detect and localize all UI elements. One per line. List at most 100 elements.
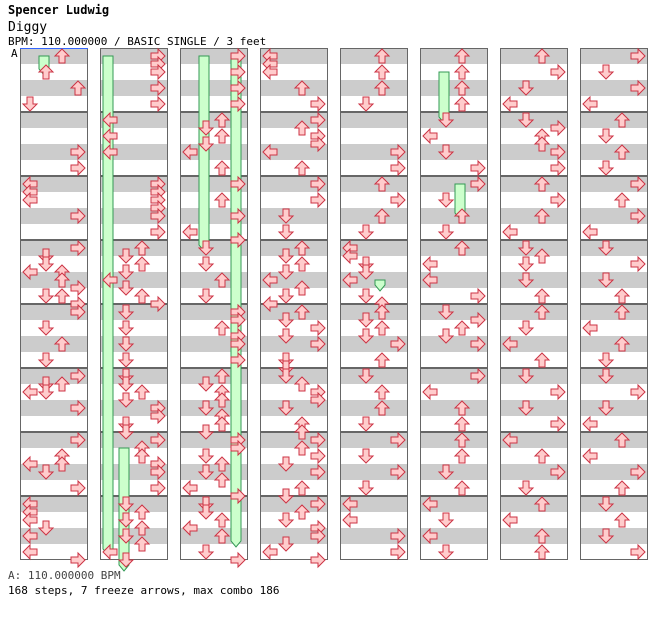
beat-band — [500, 528, 568, 544]
step-arrow-u — [373, 176, 391, 192]
step-arrow-d — [37, 352, 55, 368]
measure-frame — [180, 176, 248, 240]
measure-frame — [420, 240, 488, 304]
step-arrow-d — [197, 504, 215, 520]
step-arrow-d — [437, 544, 455, 560]
measure-frame — [340, 112, 408, 176]
step-arrow-r — [70, 239, 86, 257]
step-arrow-d — [437, 464, 455, 480]
step-arrow-d — [277, 264, 295, 280]
step-arrow-d — [277, 536, 295, 552]
beat-band — [420, 336, 488, 352]
step-arrow-u — [613, 192, 631, 208]
step-arrow-l — [422, 127, 438, 145]
step-arrow-l — [102, 127, 118, 145]
beat-band — [580, 336, 648, 352]
beat-band — [420, 80, 488, 96]
step-arrow-l — [262, 63, 278, 81]
step-arrow-d — [197, 288, 215, 304]
step-arrow-l — [342, 495, 358, 513]
beat-band — [20, 336, 88, 352]
beat-band — [260, 432, 328, 448]
step-arrow-r — [70, 207, 86, 225]
step-arrow-l — [22, 511, 38, 529]
step-arrow-l — [582, 319, 598, 337]
step-arrow-d — [117, 424, 135, 440]
step-arrow-d — [117, 280, 135, 296]
beat-band — [20, 208, 88, 224]
step-arrow-d — [437, 328, 455, 344]
step-arrow-r — [470, 175, 486, 193]
beat-band — [500, 400, 568, 416]
beat-band — [500, 48, 568, 64]
step-arrow-u — [373, 320, 391, 336]
beat-band — [340, 400, 408, 416]
measure-frame — [20, 304, 88, 368]
beat-band — [420, 400, 488, 416]
beat-band — [20, 528, 88, 544]
step-arrow-r — [470, 287, 486, 305]
step-arrow-d — [197, 136, 215, 152]
step-arrow-d — [277, 456, 295, 472]
measure-frame — [180, 496, 248, 560]
measure-frame — [500, 112, 568, 176]
measure-frame — [420, 432, 488, 496]
step-arrow-l — [502, 511, 518, 529]
measure-frame — [580, 240, 648, 304]
measure-frame — [180, 432, 248, 496]
beat-band — [420, 304, 488, 320]
measure-frame — [100, 304, 168, 368]
step-arrow-d — [597, 64, 615, 80]
bpm-marker-label: A — [11, 47, 18, 60]
step-arrow-r — [550, 415, 566, 433]
step-arrow-d — [277, 208, 295, 224]
step-arrow-u — [213, 128, 231, 144]
step-arrow-l — [22, 455, 38, 473]
step-arrow-d — [197, 464, 215, 480]
step-arrow-r — [390, 463, 406, 481]
beat-band — [340, 144, 408, 160]
bpm-footer: A: 110.000000 BPM — [8, 569, 121, 582]
beat-band — [100, 176, 168, 192]
step-arrow-r — [310, 463, 326, 481]
beat-band — [20, 304, 88, 320]
step-arrow-d — [197, 424, 215, 440]
step-arrow-u — [213, 512, 231, 528]
beat-band — [20, 400, 88, 416]
measure-frame — [20, 240, 88, 304]
step-arrow-u — [293, 160, 311, 176]
step-arrow-d — [437, 304, 455, 320]
step-arrow-d — [597, 128, 615, 144]
step-arrow-l — [102, 271, 118, 289]
step-arrow-r — [310, 191, 326, 209]
beat-band — [420, 48, 488, 64]
step-arrow-d — [117, 528, 135, 544]
step-arrow-r — [310, 335, 326, 353]
step-arrow-r — [150, 223, 166, 241]
step-arrow-r — [390, 335, 406, 353]
beat-band — [260, 80, 328, 96]
beat-band — [580, 208, 648, 224]
beat-band — [100, 368, 168, 384]
measure-frame — [20, 496, 88, 560]
beat-band — [420, 208, 488, 224]
measure-frame — [580, 112, 648, 176]
measure-frame — [20, 112, 88, 176]
measure-frame — [20, 368, 88, 432]
step-arrow-u — [293, 304, 311, 320]
step-arrow-r — [230, 351, 246, 369]
step-arrow-d — [117, 392, 135, 408]
step-arrow-r — [310, 95, 326, 113]
beat-band — [340, 208, 408, 224]
step-arrow-r — [390, 431, 406, 449]
step-arrow-l — [342, 247, 358, 265]
step-arrow-u — [293, 240, 311, 256]
measure-frame — [500, 176, 568, 240]
beat-band — [340, 240, 408, 256]
step-arrow-d — [37, 464, 55, 480]
step-arrow-l — [262, 543, 278, 561]
beat-band — [580, 464, 648, 480]
step-arrow-r — [550, 463, 566, 481]
step-arrow-u — [453, 320, 471, 336]
step-arrow-r — [230, 311, 246, 329]
